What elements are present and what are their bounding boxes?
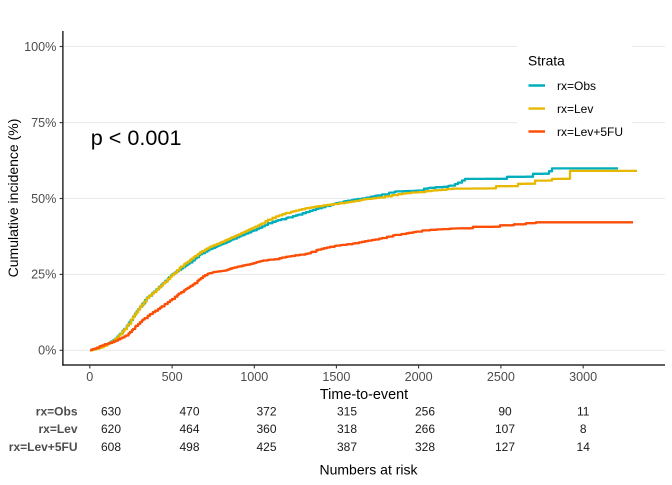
svg-text:rx=Lev+5FU: rx=Lev+5FU [557, 125, 623, 139]
svg-text:p < 0.001: p < 0.001 [91, 125, 182, 150]
svg-text:360: 360 [256, 422, 276, 436]
svg-text:rx=Lev: rx=Lev [557, 102, 593, 116]
svg-text:1000: 1000 [240, 370, 268, 384]
svg-text:Strata: Strata [528, 54, 565, 69]
svg-text:256: 256 [415, 405, 435, 419]
svg-text:100%: 100% [24, 40, 56, 54]
svg-text:425: 425 [256, 440, 276, 454]
svg-text:470: 470 [179, 405, 199, 419]
svg-text:0%: 0% [38, 344, 56, 358]
svg-text:498: 498 [179, 440, 199, 454]
svg-text:75%: 75% [31, 116, 56, 130]
svg-text:25%: 25% [31, 268, 56, 282]
svg-text:90: 90 [498, 405, 512, 419]
svg-text:0: 0 [86, 370, 93, 384]
svg-text:464: 464 [179, 422, 199, 436]
svg-text:2500: 2500 [487, 370, 515, 384]
svg-text:372: 372 [256, 405, 276, 419]
svg-text:rx=Lev: rx=Lev [38, 422, 77, 436]
svg-text:rx=Obs: rx=Obs [557, 79, 596, 93]
svg-text:3000: 3000 [569, 370, 597, 384]
svg-text:rx=Lev+5FU: rx=Lev+5FU [9, 440, 78, 454]
svg-text:387: 387 [337, 440, 357, 454]
svg-text:266: 266 [415, 422, 435, 436]
svg-text:1500: 1500 [322, 370, 350, 384]
svg-text:608: 608 [101, 440, 121, 454]
svg-text:Cumulative incidence (%): Cumulative incidence (%) [5, 119, 21, 278]
svg-text:14: 14 [577, 440, 591, 454]
svg-text:630: 630 [101, 405, 121, 419]
svg-text:rx=Obs: rx=Obs [36, 405, 78, 419]
svg-text:107: 107 [495, 422, 515, 436]
svg-text:620: 620 [101, 422, 121, 436]
svg-text:Numbers at risk: Numbers at risk [319, 462, 418, 478]
svg-text:50%: 50% [31, 192, 56, 206]
svg-text:127: 127 [495, 440, 515, 454]
svg-text:2000: 2000 [405, 370, 433, 384]
svg-text:318: 318 [337, 422, 357, 436]
svg-text:328: 328 [415, 440, 435, 454]
svg-text:11: 11 [577, 405, 590, 419]
svg-text:500: 500 [162, 370, 183, 384]
svg-text:8: 8 [580, 422, 587, 436]
svg-text:Time-to-event: Time-to-event [320, 387, 408, 403]
svg-text:315: 315 [337, 405, 357, 419]
